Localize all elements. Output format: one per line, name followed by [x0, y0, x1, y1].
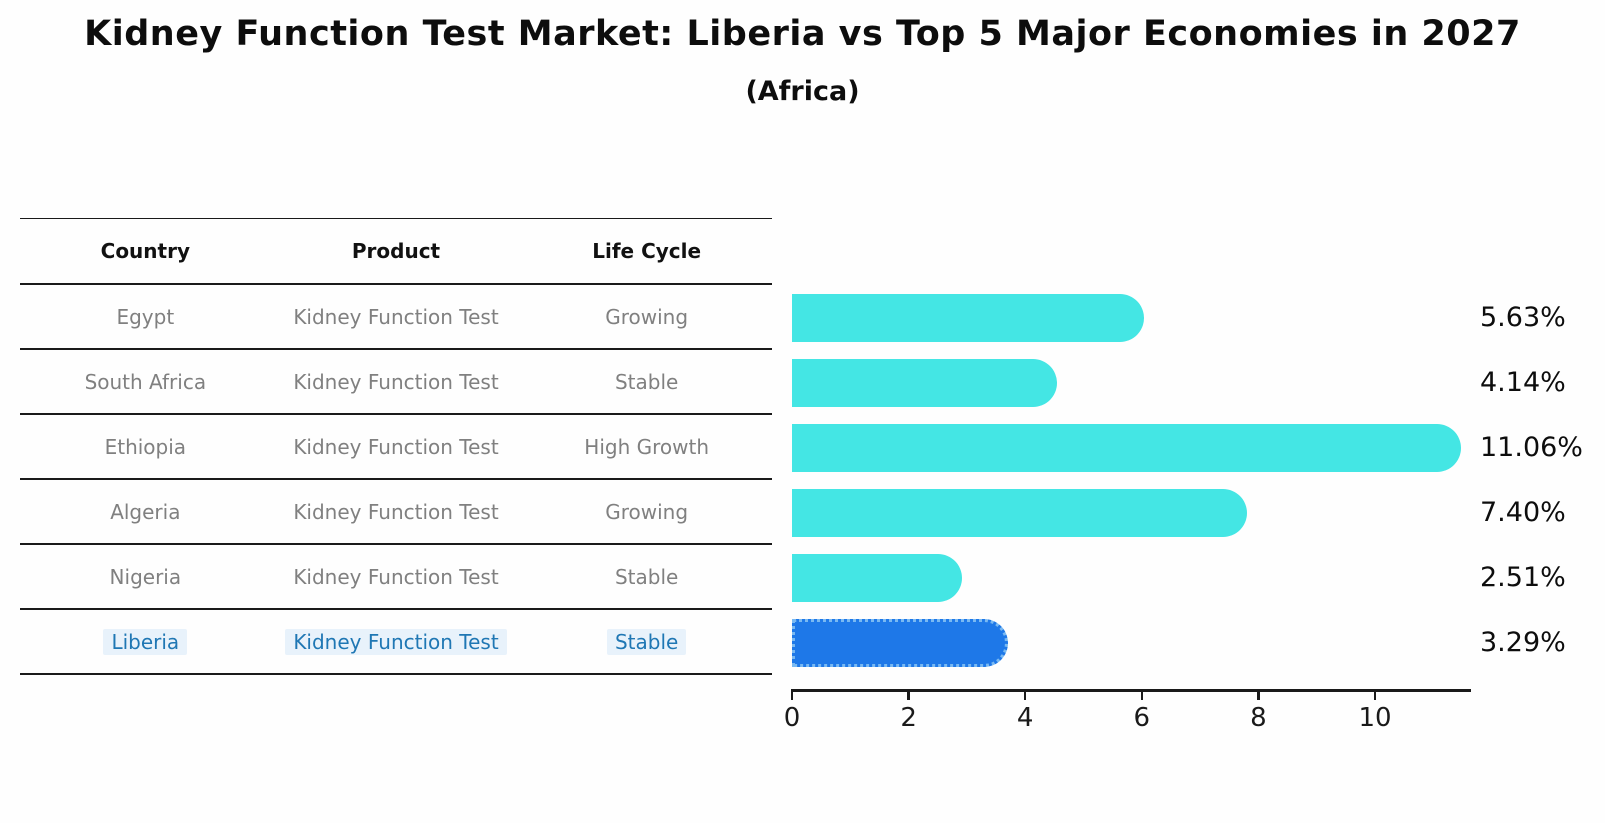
table-cell-life-cycle: High Growth	[521, 435, 772, 459]
table-cell-country: Nigeria	[20, 565, 271, 589]
table-cell-text: Nigeria	[109, 564, 182, 589]
table-cell-text: South Africa	[84, 369, 207, 394]
x-axis-tick-label: 8	[1250, 703, 1267, 733]
x-axis-tick	[907, 691, 910, 700]
table-header-row: Country Product Life Cycle	[20, 218, 772, 285]
table-cell-text: Kidney Function Test	[285, 628, 507, 655]
table-cell-life-cycle: Stable	[521, 565, 772, 589]
table-row-ethiopia: Ethiopia Kidney Function Test High Growth	[20, 415, 772, 480]
table-cell-text: High Growth	[584, 434, 710, 459]
bar-south-africa	[792, 358, 1058, 407]
table-header-product: Product	[351, 239, 441, 263]
chart-subtitle: (Africa)	[745, 76, 860, 107]
bar-value-label: 2.51%	[1480, 561, 1566, 593]
table-cell-text: Growing	[605, 304, 689, 329]
x-axis-line	[791, 689, 1471, 692]
bar-value-label: 7.40%	[1480, 496, 1566, 528]
country-table: Country Product Life Cycle Egypt Kidney F…	[20, 218, 772, 675]
table-body: Egypt Kidney Function Test Growing South Af…	[20, 285, 772, 675]
table-cell-text: Liberia	[103, 628, 188, 655]
bar-value-label: 5.63%	[1480, 301, 1566, 333]
table-row-nigeria: Nigeria Kidney Function Test Stable	[20, 545, 772, 610]
table-cell-product: Kidney Function Test	[271, 435, 522, 459]
x-axis-tick-label: 2	[900, 703, 917, 733]
bar-value-label: 11.06%	[1480, 431, 1583, 463]
bar-value-label: 4.14%	[1480, 366, 1566, 398]
x-axis-tick-label: 6	[1133, 703, 1151, 733]
x-axis-tick	[1257, 691, 1260, 700]
x-axis-tick	[1023, 691, 1027, 700]
table-cell-life-cycle: Growing	[521, 305, 772, 329]
table-cell-product: Kidney Function Test	[271, 370, 522, 394]
x-axis-tick	[1373, 691, 1377, 700]
table-header-life-cycle: Life Cycle	[592, 239, 702, 263]
x-axis-tick-label: 0	[783, 703, 801, 733]
table-cell-product: Kidney Function Test	[271, 305, 522, 329]
table-cell-text: Stable	[614, 369, 679, 394]
table-cell-product: Kidney Function Test	[271, 628, 522, 655]
table-cell-country: Liberia	[20, 628, 271, 655]
table-cell-life-cycle: Stable	[521, 628, 772, 655]
bar-algeria	[792, 488, 1248, 537]
table-cell-country: Algeria	[20, 500, 271, 524]
table-row-egypt: Egypt Kidney Function Test Growing	[20, 285, 772, 350]
bar-egypt	[792, 293, 1145, 342]
table-cell-country: Ethiopia	[20, 435, 271, 459]
table-cell-text: Stable	[614, 564, 679, 589]
table-cell-text: Kidney Function Test	[293, 564, 499, 589]
chart-title: Kidney Function Test Market: Liberia vs …	[84, 14, 1521, 54]
table-cell-life-cycle: Stable	[521, 370, 772, 394]
bar-nigeria	[792, 553, 963, 602]
x-axis-tick-label: 10	[1358, 703, 1392, 733]
table-cell-text: Ethiopia	[104, 434, 187, 459]
bar-value-label: 3.29%	[1480, 626, 1566, 658]
table-cell-country: Egypt	[20, 305, 271, 329]
x-axis-tick	[1140, 691, 1144, 700]
table-row-liberia: Liberia Kidney Function Test Stable	[20, 610, 772, 675]
bar-liberia	[792, 618, 1008, 667]
table-header-country: Country	[100, 239, 190, 263]
table-row-algeria: Algeria Kidney Function Test Growing	[20, 480, 772, 545]
table-cell-text: Stable	[606, 628, 687, 655]
table-row-south-africa: South Africa Kidney Function Test Stable	[20, 350, 772, 415]
table-cell-life-cycle: Growing	[521, 500, 772, 524]
table-cell-text: Kidney Function Test	[293, 499, 499, 524]
table-cell-text: Kidney Function Test	[293, 434, 499, 459]
table-cell-product: Kidney Function Test	[271, 565, 522, 589]
table-cell-text: Kidney Function Test	[293, 304, 499, 329]
table-cell-product: Kidney Function Test	[271, 500, 522, 524]
bar-ethiopia	[792, 423, 1461, 472]
x-axis-tick	[790, 691, 794, 700]
table-cell-text: Kidney Function Test	[293, 369, 499, 394]
table-cell-country: South Africa	[20, 370, 271, 394]
table-cell-text: Algeria	[110, 499, 181, 524]
table-cell-text: Egypt	[116, 304, 175, 329]
table-cell-text: Growing	[605, 499, 689, 524]
x-axis-tick-label: 4	[1016, 703, 1034, 733]
